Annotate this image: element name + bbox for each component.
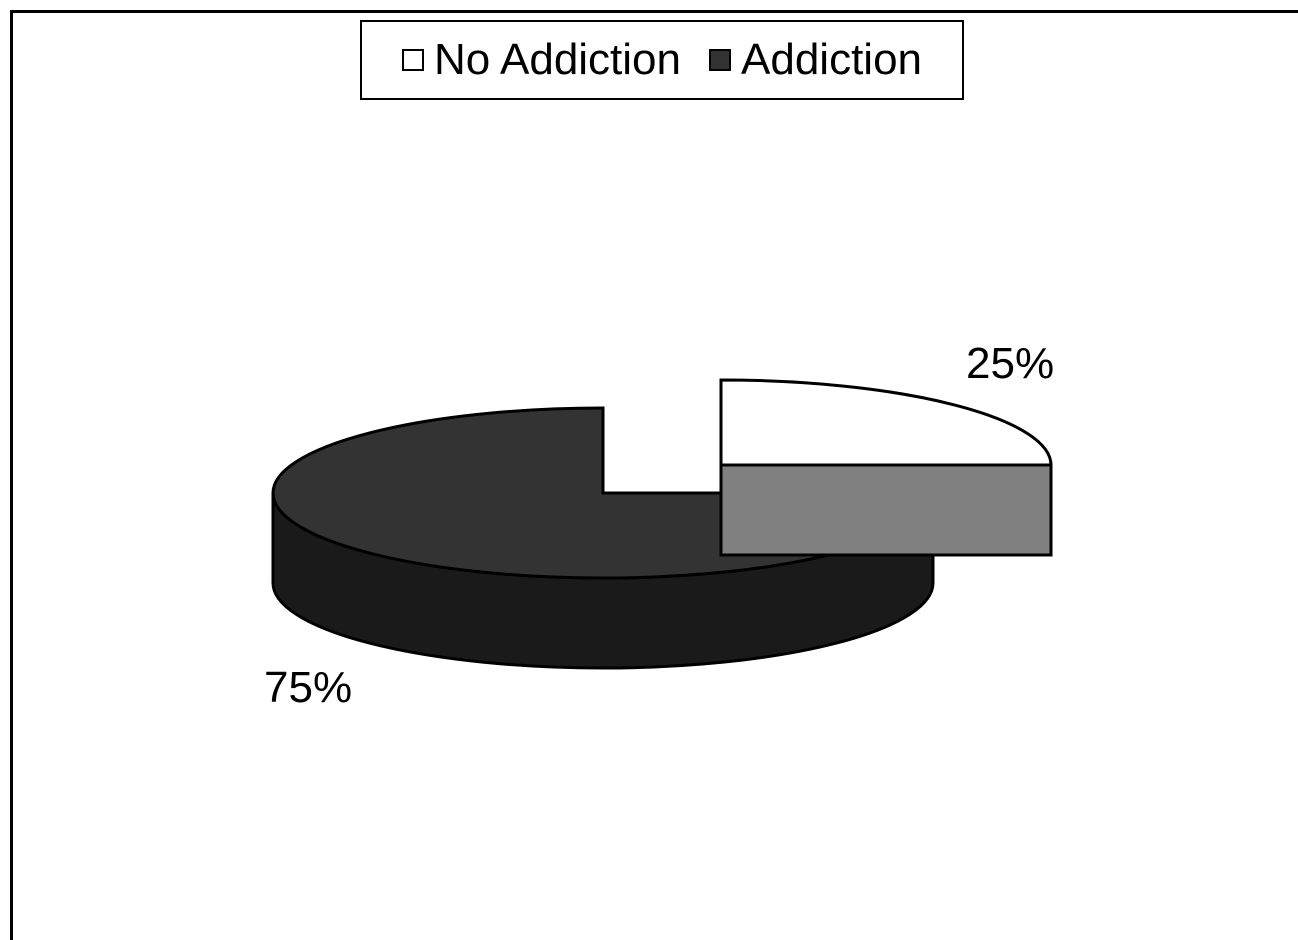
- legend-label-addiction: Addiction: [741, 35, 923, 84]
- legend: No Addiction Addiction: [360, 20, 964, 100]
- chart-frame: [10, 10, 1298, 940]
- legend-swatch-addiction: [709, 49, 732, 71]
- legend-swatch-no-addiction: [401, 49, 424, 71]
- pie-slice-no-addiction: [719, 378, 1053, 467]
- data-label-addiction: 75%: [264, 663, 352, 712]
- data-label-no-addiction: 25%: [966, 339, 1054, 388]
- pie-side-no-addiction: [719, 463, 1053, 557]
- legend-item-no-addiction: No Addiction: [401, 35, 682, 85]
- legend-label-no-addiction: No Addiction: [433, 35, 682, 84]
- legend-item-addiction: Addiction: [709, 35, 922, 85]
